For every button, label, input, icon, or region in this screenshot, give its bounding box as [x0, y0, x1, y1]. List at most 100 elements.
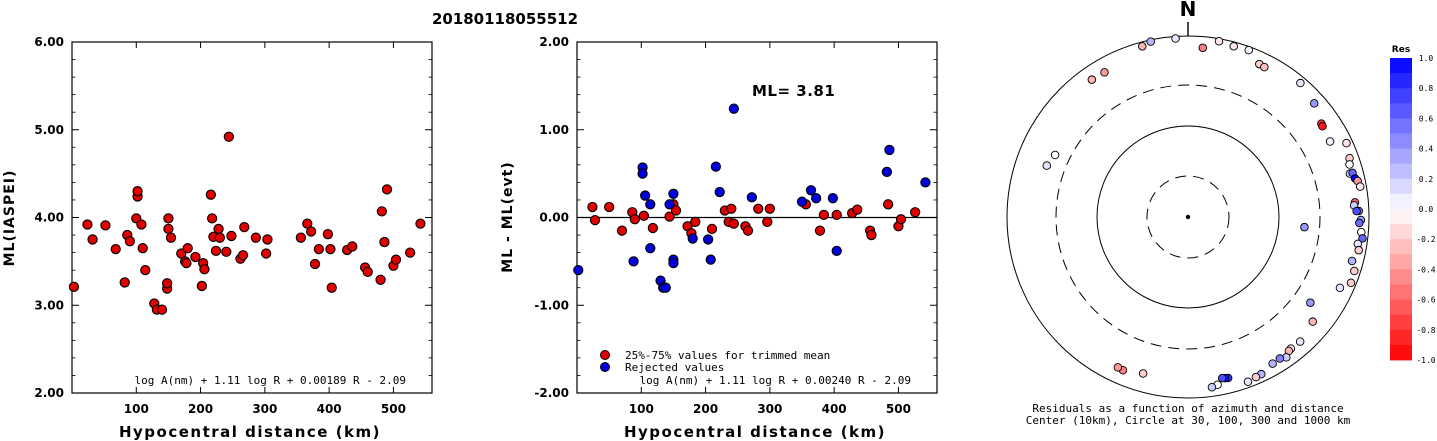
data-point	[390, 254, 402, 265]
data-point	[199, 264, 210, 275]
station-markers	[1042, 34, 1367, 392]
station-marker	[1214, 36, 1224, 46]
data-point	[163, 223, 174, 235]
colorbar-label: -0.8	[1416, 326, 1435, 335]
colorbar-cell	[1390, 193, 1412, 210]
data-point	[628, 256, 639, 267]
station-marker	[1325, 137, 1335, 146]
station-marker	[1318, 122, 1327, 131]
data-point	[706, 223, 718, 235]
data-point	[660, 282, 671, 293]
data-point	[379, 236, 390, 248]
data-point	[213, 223, 224, 235]
x-tick-label: 100	[124, 402, 149, 416]
data-point	[589, 214, 601, 226]
y-tick-label: 0.00	[539, 211, 569, 225]
legend-marker-rejected	[600, 362, 610, 372]
station-marker	[1355, 182, 1365, 191]
colorbar-cell	[1390, 133, 1412, 149]
colorbar-label: 0.4	[1419, 145, 1434, 154]
caption-line-1: Residuals as a function of azimuth and d…	[1032, 402, 1343, 415]
station-marker	[1207, 382, 1217, 392]
station-marker	[1295, 337, 1305, 346]
colorbar-cell	[1390, 209, 1412, 225]
data-point	[124, 236, 136, 247]
station-marker	[1355, 218, 1364, 228]
data-points	[573, 103, 931, 293]
data-point	[714, 186, 725, 198]
data-point	[664, 199, 675, 210]
data-point	[881, 166, 893, 178]
station-marker	[1335, 283, 1345, 293]
y-tick-label: 2.00	[539, 35, 569, 49]
data-point	[381, 184, 393, 195]
y-tick-label: -1.00	[534, 298, 569, 312]
colorbar-cell	[1390, 103, 1412, 119]
data-point	[260, 248, 272, 259]
data-point	[637, 168, 648, 179]
data-point	[375, 274, 386, 285]
data-point	[668, 257, 679, 269]
data-point	[710, 161, 722, 172]
data-point	[237, 250, 249, 261]
colorbar-label: -0.4	[1416, 265, 1435, 274]
data-point	[262, 234, 273, 245]
x-axis-label: Hypocentral distance (km)	[119, 423, 381, 441]
plot-frame	[71, 41, 433, 394]
station-marker	[1354, 245, 1363, 255]
data-point	[690, 216, 701, 228]
data-point	[831, 245, 842, 256]
station-marker	[1296, 78, 1305, 88]
data-point	[670, 205, 682, 216]
y-tick-label: 1.00	[539, 123, 569, 137]
x-tick-labels: 100 200 300 400 500	[629, 42, 911, 416]
data-point	[882, 199, 894, 210]
data-point	[205, 189, 217, 200]
colorbar-cell	[1390, 118, 1412, 134]
station-marker	[1309, 99, 1319, 108]
ring-1000km	[1006, 35, 1370, 399]
y-tick-label: 6.00	[34, 35, 64, 49]
colorbar-label: 0.2	[1419, 175, 1434, 184]
data-point	[702, 234, 714, 245]
data-point	[616, 225, 628, 236]
data-point	[100, 220, 111, 231]
data-point	[728, 103, 740, 114]
colorbar-cell	[1390, 314, 1412, 331]
colorbar-cell	[1390, 88, 1412, 104]
y-tick-label: -2.00	[534, 386, 569, 400]
ml-vs-distance-panel: 100 200 300 400 500 2.00 3.00 4.00 5.00 6.00 Hyp…	[2, 35, 433, 441]
data-point	[82, 219, 93, 230]
data-point	[196, 280, 208, 292]
y-tick-labels: -2.00 -1.00 0.00 1.00 2.00	[534, 35, 937, 400]
ring-30km	[1146, 175, 1230, 259]
station-marker	[1260, 62, 1269, 72]
data-point	[163, 213, 174, 224]
station-marker	[1138, 369, 1148, 378]
data-point	[415, 218, 426, 229]
data-point	[664, 211, 675, 222]
x-tick-label: 300	[252, 402, 277, 416]
data-point	[190, 251, 201, 263]
data-point	[753, 203, 764, 214]
data-point	[214, 232, 226, 243]
data-point	[638, 210, 650, 221]
chart-title: 20180118055512	[432, 10, 578, 28]
data-point	[250, 232, 262, 243]
station-marker	[1171, 34, 1180, 43]
station-marker	[1100, 68, 1109, 77]
station-marker	[1042, 161, 1052, 170]
residual-colorbar: Res 1.0 0.8 0.6 0.4 0.2 0.0 -0.2 -0.4 -0.6 -0.8 -1…	[1390, 45, 1436, 365]
data-point	[764, 203, 776, 214]
x-tick-label: 200	[188, 402, 213, 416]
station-marker	[1198, 43, 1208, 53]
data-point	[140, 264, 151, 276]
azimuth-residual-panel: N Residuals as a function of azimuth and…	[1006, 0, 1370, 427]
station-marker	[1268, 359, 1277, 368]
legend-label-rejected: Rejected values	[625, 361, 724, 374]
y-tick-label: 2.00	[34, 386, 64, 400]
y-axis-label: ML - ML(evt)	[500, 161, 516, 272]
data-point	[831, 209, 842, 221]
data-point	[762, 216, 773, 228]
